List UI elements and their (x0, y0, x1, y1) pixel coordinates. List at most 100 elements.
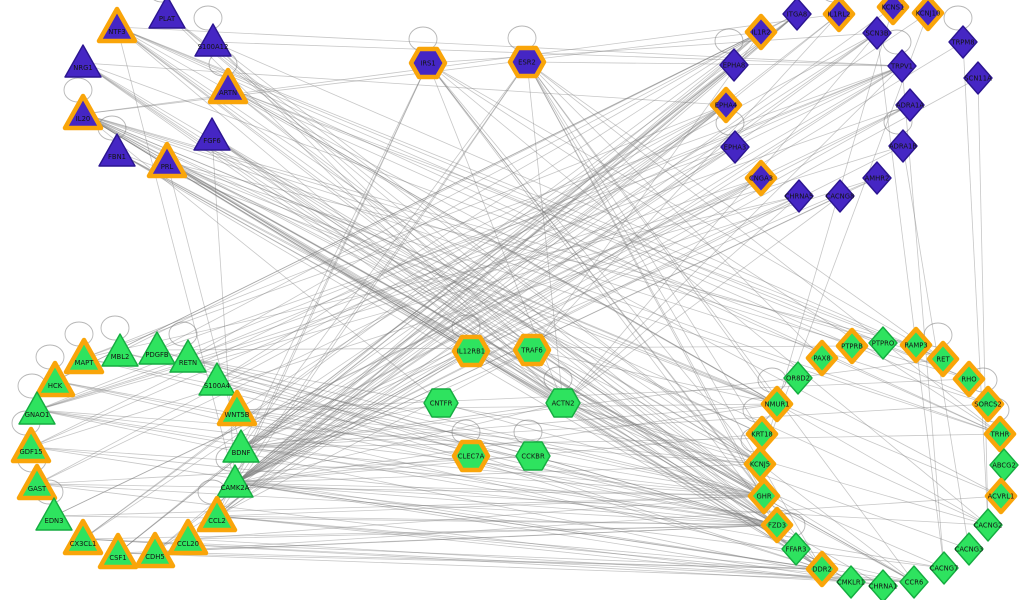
edge[interactable] (234, 349, 533, 484)
edge[interactable] (116, 151, 765, 497)
node-S100A12[interactable]: S100A12 (194, 23, 232, 57)
edge[interactable] (234, 482, 945, 569)
edge[interactable] (116, 26, 823, 570)
node-TRPV1[interactable]: TRPV1 (887, 49, 917, 83)
edge[interactable] (240, 447, 778, 526)
edge[interactable] (30, 177, 878, 448)
node-ACVRL1[interactable]: ACVRL1 (984, 477, 1018, 515)
edge[interactable] (187, 495, 765, 540)
edge[interactable] (54, 380, 915, 583)
edge[interactable] (119, 31, 762, 353)
edge[interactable] (211, 135, 778, 526)
edge[interactable] (82, 538, 915, 583)
edge[interactable] (236, 409, 765, 497)
edge[interactable] (53, 495, 765, 517)
edge[interactable] (227, 87, 1001, 435)
edge[interactable] (212, 41, 564, 404)
edge[interactable] (82, 113, 778, 526)
node-KCNJ10[interactable]: KCNJ10 (911, 0, 945, 32)
edge[interactable] (427, 62, 944, 360)
node-CCKBR[interactable]: CCKBR (515, 441, 551, 471)
node-SORCS2[interactable]: SORCS2 (971, 385, 1005, 423)
edge[interactable] (562, 402, 761, 465)
edge[interactable] (116, 151, 915, 583)
edge[interactable] (116, 26, 903, 67)
edge[interactable] (234, 482, 823, 570)
edge[interactable] (234, 433, 763, 484)
edge[interactable] (82, 13, 840, 115)
node-RET[interactable]: RET (926, 340, 960, 378)
edge[interactable] (54, 13, 798, 382)
edge[interactable] (30, 104, 727, 448)
edge[interactable] (234, 463, 761, 484)
edge[interactable] (234, 482, 778, 526)
edge[interactable] (234, 146, 736, 484)
edge[interactable] (227, 87, 778, 526)
self-loop-edge[interactable] (35, 344, 65, 370)
edge[interactable] (117, 13, 798, 554)
edge[interactable] (156, 349, 823, 570)
edge[interactable] (166, 161, 778, 405)
node-ADRA1B[interactable]: ADRA1B (888, 129, 918, 163)
node-CACNG3[interactable]: CACNG3 (954, 532, 984, 566)
edge[interactable] (83, 357, 765, 497)
edge[interactable] (234, 104, 727, 484)
node-CCL2[interactable]: CCL2 (196, 495, 238, 533)
edge[interactable] (82, 113, 1002, 497)
edge[interactable] (211, 135, 761, 465)
edge[interactable] (154, 524, 778, 553)
edge[interactable] (116, 26, 944, 360)
edge[interactable] (216, 350, 472, 517)
edge[interactable] (240, 403, 778, 449)
edge[interactable] (116, 26, 1001, 435)
edge[interactable] (83, 357, 778, 526)
edge[interactable] (117, 552, 823, 570)
edge[interactable] (154, 495, 1002, 553)
edge[interactable] (166, 161, 564, 404)
edge[interactable] (82, 113, 761, 465)
edge[interactable] (216, 104, 727, 382)
edge[interactable] (116, 26, 970, 380)
edge[interactable] (187, 538, 915, 583)
edge[interactable] (227, 87, 778, 405)
edge[interactable] (154, 65, 903, 553)
edge[interactable] (240, 65, 903, 449)
self-loop-edge[interactable] (148, 0, 176, 3)
edge[interactable] (82, 113, 763, 435)
edge[interactable] (531, 13, 840, 351)
edge[interactable] (562, 402, 945, 569)
node-CLEC7A[interactable]: CLEC7A (451, 439, 491, 473)
edge[interactable] (236, 409, 761, 465)
edge[interactable] (117, 552, 915, 583)
node-CACNG7[interactable]: CACNG7 (929, 551, 959, 585)
edge[interactable] (54, 380, 472, 457)
edge[interactable] (212, 41, 903, 67)
edge[interactable] (234, 482, 915, 583)
node-WNT5B[interactable]: WNT5B (216, 389, 258, 427)
edge[interactable] (82, 62, 778, 526)
edge[interactable] (562, 32, 878, 404)
edge[interactable] (53, 177, 762, 517)
self-loop-edge[interactable] (64, 321, 94, 347)
edge[interactable] (53, 515, 778, 526)
edge[interactable] (166, 161, 242, 449)
edge[interactable] (82, 113, 778, 405)
edge[interactable] (82, 104, 727, 540)
edge[interactable] (166, 161, 917, 346)
edge[interactable] (240, 433, 1001, 449)
edge[interactable] (234, 41, 964, 484)
edge[interactable] (216, 495, 765, 517)
self-loop-edge[interactable] (883, 109, 913, 135)
edge[interactable] (240, 104, 727, 449)
node-GAST[interactable]: GAST (16, 463, 58, 501)
edge[interactable] (234, 482, 765, 497)
node-FGF6[interactable]: FGF6 (193, 117, 231, 151)
edge[interactable] (234, 455, 472, 484)
edge[interactable] (82, 62, 853, 347)
node-IL1RL2[interactable]: IL1RL2 (822, 0, 856, 33)
edge[interactable] (427, 62, 761, 465)
edge[interactable] (240, 447, 765, 497)
edge[interactable] (166, 161, 823, 570)
node-TRHR[interactable]: TRHR (983, 415, 1017, 453)
node-CHRNA1[interactable]: CHRNA1 (868, 569, 898, 600)
